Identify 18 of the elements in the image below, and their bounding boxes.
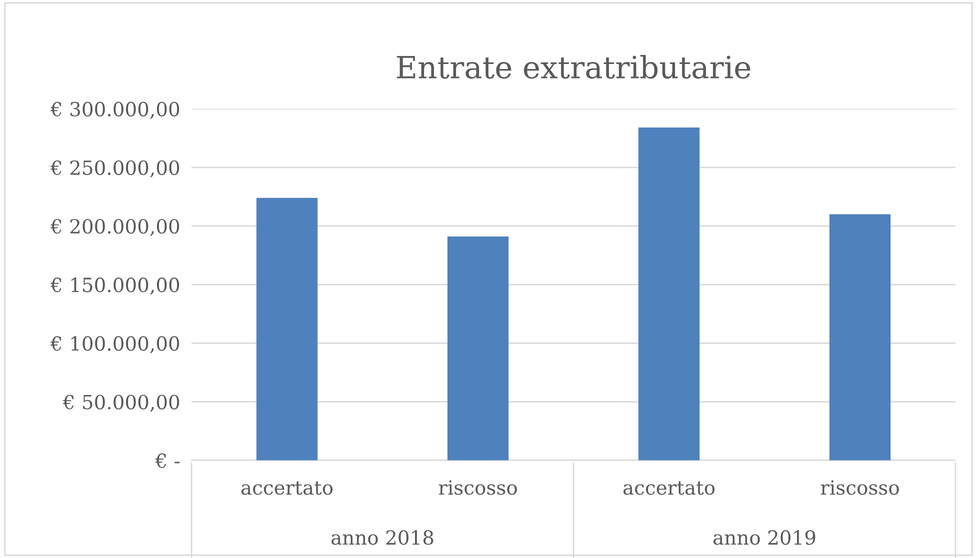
text: anno 2019	[713, 530, 816, 545]
x-tick-label: accertato	[623, 481, 715, 495]
y-tick-label: € -	[155, 453, 180, 468]
bar	[447, 236, 509, 460]
text: anno 2018	[331, 530, 434, 545]
y-tick-label: € 250.000,00	[50, 160, 180, 178]
bar	[256, 198, 318, 460]
y-tick-label: € 200.000,00	[50, 218, 180, 236]
chart-title: Entrate extratributarie	[396, 55, 750, 79]
bar	[829, 214, 891, 460]
x-tick-label: riscosso	[438, 480, 517, 495]
y-tick-label: € 100.000,00	[50, 336, 180, 354]
y-tick-label: € 150.000,00	[50, 278, 180, 295]
y-tick-label: € 50.000,00	[62, 394, 180, 412]
x-tick-label: riscosso	[820, 480, 899, 495]
x-tick-label: accertato	[241, 481, 333, 495]
bar	[638, 128, 700, 460]
y-tick-label: € 300.000,00	[50, 102, 180, 119]
